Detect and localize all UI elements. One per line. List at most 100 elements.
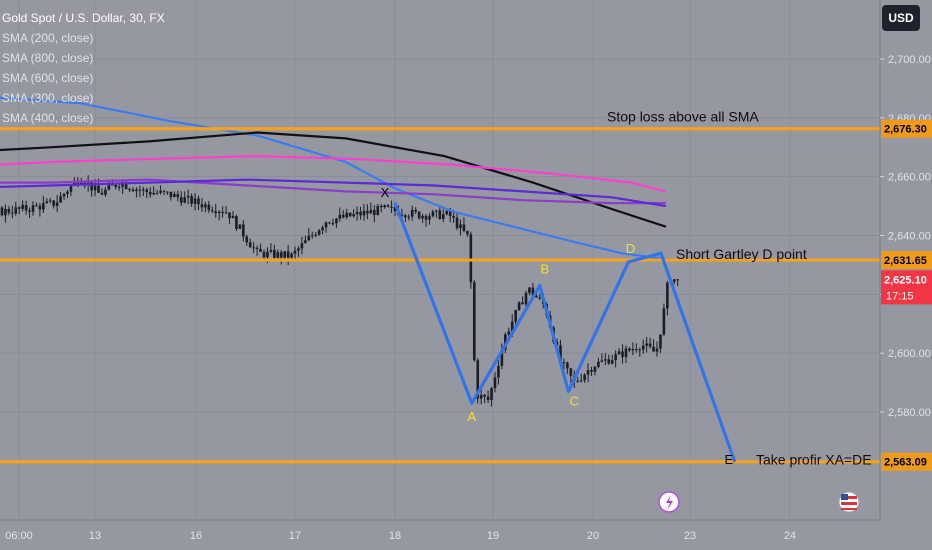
candle-body	[155, 192, 159, 194]
candle-body	[31, 205, 35, 212]
legend-sma-600[interactable]: SMA (600, close)	[2, 71, 94, 85]
candle-body	[79, 182, 83, 184]
time-axis-bg	[0, 520, 880, 550]
candle-body	[459, 224, 462, 229]
symbol-title[interactable]: Gold Spot / U.S. Dollar, 30, FX	[2, 11, 165, 25]
us-flag-stripe-icon	[841, 508, 857, 510]
candle-body	[566, 362, 569, 369]
candle-body	[648, 343, 652, 347]
candle-body	[455, 217, 459, 229]
candle-body	[666, 282, 669, 309]
candle-body	[290, 253, 293, 258]
candle-body	[341, 214, 345, 218]
sma-line-2	[0, 154, 667, 193]
candle-body	[538, 297, 542, 299]
pattern-label-A: A	[467, 409, 476, 424]
candle-body	[169, 191, 173, 198]
legend-sma-400[interactable]: SMA (400, close)	[2, 111, 94, 125]
candle-body	[117, 186, 121, 188]
candle-body	[248, 242, 252, 248]
candle-body	[486, 396, 490, 400]
candle-body	[614, 354, 617, 361]
candle-body	[55, 202, 59, 206]
pattern-label-C: C	[570, 393, 579, 408]
candle-body	[428, 216, 431, 220]
candle-body	[173, 193, 176, 198]
candle-body	[245, 236, 249, 243]
candle-body	[176, 193, 180, 198]
candle-body	[259, 248, 262, 252]
candle-body	[331, 223, 335, 225]
candle-body	[635, 349, 638, 351]
candle-body	[441, 214, 445, 219]
time-tick-label: 17	[289, 530, 301, 542]
time-tick-label: 16	[190, 530, 202, 542]
candle-body	[252, 247, 255, 249]
candle-body	[121, 183, 124, 187]
candle-body	[383, 205, 386, 208]
pattern-label-X: X	[381, 185, 390, 200]
candle-body	[59, 196, 62, 203]
candle-body	[4, 208, 7, 216]
candle-body	[93, 185, 97, 191]
candle-body	[238, 224, 242, 229]
time-tick-label: 06:00	[5, 530, 33, 542]
level-annotation-2: Take profir XA=DE	[756, 452, 872, 468]
candle-body	[7, 208, 11, 213]
candle-body	[407, 216, 411, 218]
price-tick-label: 2,700.00	[888, 54, 931, 66]
price-tick-label: 2,600.00	[888, 348, 931, 360]
candle-body	[35, 205, 38, 207]
candle-body	[279, 252, 283, 258]
candle-body	[628, 348, 631, 351]
candle-body	[286, 251, 290, 258]
gartley-pattern	[393, 202, 737, 463]
legend-sma-200[interactable]: SMA (200, close)	[2, 31, 94, 45]
candle-body	[142, 189, 145, 191]
sma-line-3	[0, 178, 666, 205]
candle-body	[497, 365, 500, 378]
candle-body	[452, 215, 455, 218]
candle-body	[48, 200, 52, 202]
candle-body	[90, 182, 93, 191]
candle-body	[521, 302, 524, 305]
lightning-glyph-icon	[666, 495, 673, 510]
candle-body	[338, 214, 342, 219]
candle-body	[52, 200, 55, 206]
candle-body	[514, 309, 517, 322]
candle-body	[376, 205, 380, 215]
candle-body	[214, 211, 218, 214]
candle-body	[200, 204, 204, 208]
candle-body	[528, 287, 531, 293]
candle-body	[21, 204, 24, 209]
legend-sma-300[interactable]: SMA (300, close)	[2, 91, 94, 105]
candle-body	[617, 351, 621, 355]
candle-body	[300, 243, 304, 249]
candle-body	[379, 205, 383, 208]
time-axis: 06:00 13 16 17 18 19 20 23 24	[0, 519, 880, 550]
candle-body	[476, 360, 480, 399]
candle-body	[111, 184, 114, 186]
candle-body	[262, 251, 266, 258]
candle-body	[603, 359, 607, 361]
candle-body	[586, 370, 590, 375]
current-price-label: 2,625.10	[884, 274, 927, 286]
candle-body	[469, 234, 473, 283]
pattern-label-D: D	[626, 241, 635, 256]
candle-body	[100, 192, 104, 195]
candle-body	[493, 377, 497, 389]
legend-sma-800[interactable]: SMA (800, close)	[2, 51, 94, 65]
price-badge-bg-0	[881, 119, 932, 138]
candle-body	[73, 180, 76, 186]
candle-body	[393, 206, 397, 211]
candle-body	[466, 230, 469, 235]
currency-button[interactable]: USD	[882, 5, 920, 31]
candle-body	[490, 388, 493, 400]
time-tick-label: 24	[784, 530, 796, 542]
candle-body	[517, 302, 521, 310]
candle-body	[672, 279, 676, 282]
candle-body	[424, 215, 428, 220]
